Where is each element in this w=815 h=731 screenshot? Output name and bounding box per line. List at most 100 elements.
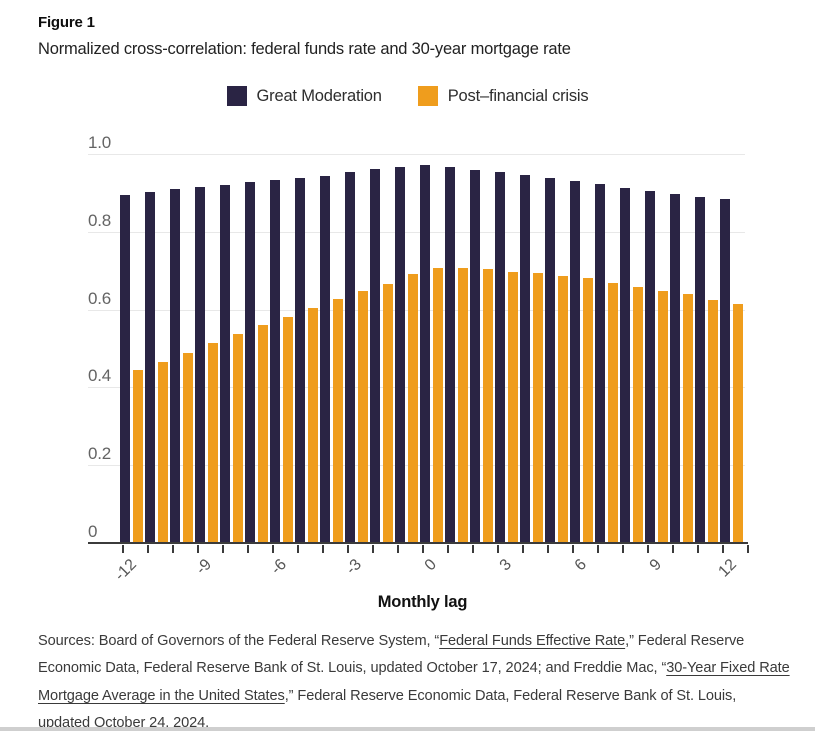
legend-swatch-post-financial-crisis xyxy=(417,86,438,106)
y-tick-label-0.6: 0.6 xyxy=(88,289,112,308)
legend-item-post-financial-crisis: Post–financial crisis xyxy=(417,86,589,106)
y-axis-tick-labels: 0 0.2 0.4 0.6 0.8 1.0 xyxy=(88,133,128,564)
plot-area xyxy=(120,154,745,543)
axis-tick xyxy=(447,545,449,553)
bar-group-lag-2 xyxy=(470,154,495,543)
gridline-1.0 xyxy=(88,154,745,155)
axis-tick xyxy=(172,545,174,553)
axis-tick xyxy=(672,545,674,553)
legend-swatch-great-moderation xyxy=(226,86,247,106)
y-tick-label-1.0: 1.0 xyxy=(88,133,112,152)
bar-post-financial-crisis-lag-10 xyxy=(683,294,693,543)
axis-tick xyxy=(597,545,599,553)
bar-great-moderation-lag--9 xyxy=(195,187,205,543)
y-tick-label-0.2: 0.2 xyxy=(88,444,112,463)
bar-group-lag--7 xyxy=(245,154,270,543)
axis-tick xyxy=(222,545,224,553)
bar-group-lag--12 xyxy=(120,154,145,543)
legend: Great Moderation Post–financial crisis xyxy=(0,86,815,106)
bar-group-lag--1 xyxy=(395,154,420,543)
axis-tick xyxy=(622,545,624,553)
axis-tick xyxy=(347,545,349,553)
bar-group-lag--4 xyxy=(320,154,345,543)
bar-group-lag-7 xyxy=(595,154,620,543)
bar-post-financial-crisis-lag--9 xyxy=(208,343,218,543)
axis-tick xyxy=(747,545,749,553)
bar-great-moderation-lag-3 xyxy=(495,172,505,543)
bar-great-moderation-lag-0 xyxy=(420,165,430,543)
link-federal-funds-effective-rate[interactable]: Federal Funds Effective Rate xyxy=(439,633,626,649)
gridline-0.8 xyxy=(88,232,745,233)
sources-text-1: Sources: Board of Governors of the Feder… xyxy=(38,633,440,649)
bar-group-lag--11 xyxy=(145,154,170,543)
bar-great-moderation-lag-10 xyxy=(670,194,680,543)
bar-post-financial-crisis-lag-12 xyxy=(733,304,743,543)
bar-post-financial-crisis-lag-3 xyxy=(508,272,518,543)
bar-group-lag--3 xyxy=(345,154,370,543)
axis-tick xyxy=(372,545,374,553)
bar-post-financial-crisis-lag--6 xyxy=(283,317,293,543)
bar-group-lag-5 xyxy=(545,154,570,543)
bar-great-moderation-lag--7 xyxy=(245,182,255,543)
axis-tick xyxy=(122,545,124,553)
bar-post-financial-crisis-lag--2 xyxy=(383,284,393,543)
bar-great-moderation-lag--12 xyxy=(120,195,130,543)
page-bottom-edge xyxy=(0,727,815,731)
axis-tick xyxy=(697,545,699,553)
bar-post-financial-crisis-lag--1 xyxy=(408,274,418,543)
axis-tick xyxy=(197,545,199,553)
axis-tick xyxy=(297,545,299,553)
bar-group-lag--5 xyxy=(295,154,320,543)
bar-great-moderation-lag--4 xyxy=(320,176,330,543)
bar-great-moderation-lag--6 xyxy=(270,180,280,543)
axis-tick xyxy=(272,545,274,553)
bar-great-moderation-lag--11 xyxy=(145,192,155,543)
link-30-year-fixed-rate-mortgage-average[interactable]: 30-Year Fixed Rate Mortgage Average in t… xyxy=(38,660,790,704)
bar-post-financial-crisis-lag--12 xyxy=(133,370,143,543)
bar-post-financial-crisis-lag-1 xyxy=(458,268,468,543)
bar-great-moderation-lag--10 xyxy=(170,189,180,543)
bar-group-lag-0 xyxy=(420,154,445,543)
bar-great-moderation-lag-8 xyxy=(620,188,630,543)
bar-post-financial-crisis-lag-11 xyxy=(708,300,718,543)
y-tick-label-0.8: 0.8 xyxy=(88,211,112,230)
axis-tick xyxy=(522,545,524,553)
bar-post-financial-crisis-lag-7 xyxy=(608,283,618,543)
bar-great-moderation-lag-5 xyxy=(545,178,555,543)
bar-great-moderation-lag--8 xyxy=(220,185,230,543)
y-tick-label-0.4: 0.4 xyxy=(88,366,112,385)
bar-post-financial-crisis-lag--3 xyxy=(358,291,368,543)
bar-post-financial-crisis-lag--10 xyxy=(183,353,193,543)
axis-tick xyxy=(397,545,399,553)
bar-great-moderation-lag--5 xyxy=(295,178,305,543)
bar-post-financial-crisis-lag-9 xyxy=(658,291,668,543)
bar-group-lag--8 xyxy=(220,154,245,543)
legend-item-great-moderation: Great Moderation xyxy=(226,86,382,106)
bar-group-lag-3 xyxy=(495,154,520,543)
bar-post-financial-crisis-lag-0 xyxy=(433,268,443,543)
bar-group-lag-12 xyxy=(720,154,745,543)
bar-great-moderation-lag--3 xyxy=(345,172,355,543)
axis-tick xyxy=(722,545,724,553)
axis-tick xyxy=(647,545,649,553)
axis-tick xyxy=(572,545,574,553)
bar-post-financial-crisis-lag--8 xyxy=(233,334,243,543)
bar-group-lag-10 xyxy=(670,154,695,543)
bar-great-moderation-lag-1 xyxy=(445,167,455,543)
x-axis-title: Monthly lag xyxy=(377,593,468,611)
bar-group-lag--10 xyxy=(170,154,195,543)
axis-tick xyxy=(147,545,149,553)
axis-tick xyxy=(422,545,424,553)
bar-post-financial-crisis-lag-6 xyxy=(583,278,593,543)
bar-great-moderation-lag-11 xyxy=(695,197,705,543)
bar-group-lag-11 xyxy=(695,154,720,543)
axis-tick xyxy=(472,545,474,553)
y-tick-label-0: 0 xyxy=(88,522,98,541)
bar-group-lag-6 xyxy=(570,154,595,543)
legend-label-great-moderation: Great Moderation xyxy=(256,86,382,105)
bar-great-moderation-lag--1 xyxy=(395,167,405,543)
bar-great-moderation-lag-7 xyxy=(595,184,605,543)
bar-group-lag-4 xyxy=(520,154,545,543)
bar-post-financial-crisis-lag-2 xyxy=(483,269,493,543)
